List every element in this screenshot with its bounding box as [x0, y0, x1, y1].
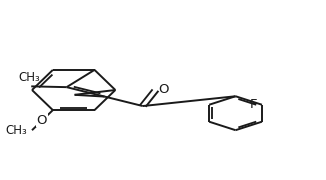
Text: CH₃: CH₃: [6, 124, 27, 137]
Text: CH₃: CH₃: [19, 71, 40, 84]
Text: O: O: [159, 83, 169, 96]
Text: O: O: [37, 114, 47, 127]
Text: F: F: [250, 98, 257, 111]
